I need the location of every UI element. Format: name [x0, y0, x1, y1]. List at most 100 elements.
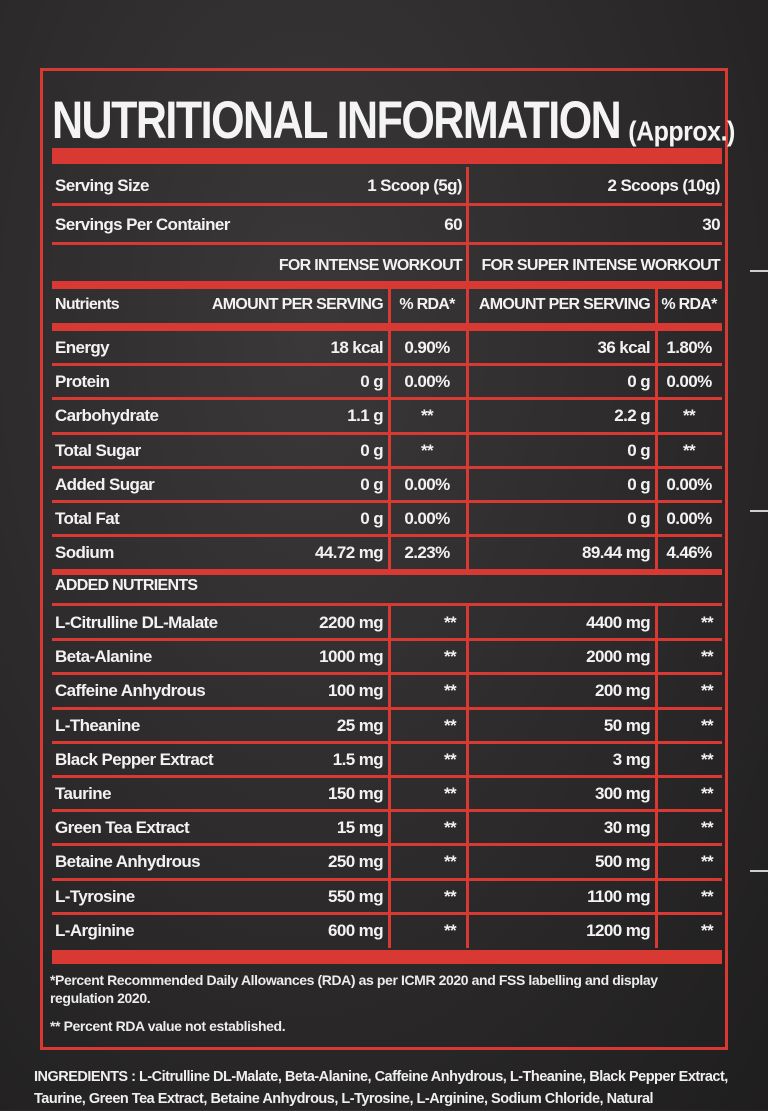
column-separator: [655, 289, 658, 325]
column-separator: [466, 606, 469, 948]
row-divider: [52, 203, 722, 206]
nutrient-amount-2: 0 g: [627, 509, 650, 528]
column-separator: [655, 331, 658, 571]
added-nutrient-rda-1: **: [443, 784, 457, 803]
added-nutrient-rda-2: **: [700, 784, 714, 803]
added-nutrient-amount-2: 500 mg: [595, 852, 651, 871]
column-separator: [466, 331, 469, 571]
column-separator: [466, 289, 469, 325]
column-header-rda-1: % RDA*: [399, 296, 455, 313]
column-separator: [388, 331, 391, 571]
added-nutrient-amount-1: 15 mg: [336, 818, 384, 837]
serving-size-col1: 1 Scoop (5g): [367, 176, 462, 195]
added-nutrient-name: Beta-Alanine: [55, 647, 152, 666]
row-divider: [52, 809, 722, 812]
added-nutrient-amount-1: 25 mg: [336, 716, 384, 735]
nutrient-rda-2: **: [682, 441, 696, 460]
row-divider: [52, 534, 722, 537]
ingredients-text-block: INGREDIENTS : L-Citrulline DL-Malate, Be…: [34, 1066, 734, 1111]
added-nutrient-amount-1: 100 mg: [328, 681, 384, 700]
row-divider: [52, 432, 722, 435]
nutrient-name: Energy: [55, 338, 110, 357]
added-nutrient-rda-1: **: [443, 750, 457, 769]
edge-mark: [750, 510, 768, 512]
nutrient-amount-2: 0 g: [627, 372, 650, 391]
header-thick-bar: [52, 281, 722, 289]
added-nutrient-amount-1: 1.5 mg: [332, 750, 384, 769]
row-divider: [52, 672, 722, 675]
servings-per-container-label: Servings Per Container: [55, 215, 230, 234]
nutrient-rda-2: 0.00%: [666, 372, 712, 391]
nutrient-rda-1: **: [420, 406, 434, 425]
added-nutrient-amount-1: 1000 mg: [319, 647, 383, 666]
added-nutrient-amount-1: 2200 mg: [319, 613, 383, 632]
row-divider: [52, 707, 722, 710]
nutrient-amount-2: 2.2 g: [614, 406, 650, 425]
column-separator: [466, 205, 469, 243]
added-nutrient-amount-2: 1200 mg: [586, 921, 650, 940]
added-nutrient-rda-1: **: [443, 921, 457, 940]
servings-per-container-col1: 60: [444, 215, 462, 234]
nutrient-amount-1: 0 g: [360, 509, 383, 528]
added-nutrient-rda-1: **: [443, 818, 457, 837]
row-divider: [52, 603, 722, 606]
column-header-rda-2: % RDA*: [661, 296, 717, 313]
nutrient-amount-1: 44.72 mg: [315, 543, 384, 562]
footnote-not-established: ** Percent RDA value not established.: [50, 1018, 286, 1034]
ingredients-label: INGREDIENTS :: [34, 1069, 136, 1085]
added-nutrient-rda-2: **: [700, 681, 714, 700]
added-nutrient-rda-2: **: [700, 647, 714, 666]
nutrient-name: Total Sugar: [55, 441, 141, 460]
added-nutrient-amount-1: 250 mg: [328, 852, 384, 871]
edge-mark: [750, 270, 768, 272]
nutrient-amount-1: 0 g: [360, 441, 383, 460]
row-divider: [52, 500, 722, 503]
nutrients-header-bar: [52, 323, 722, 331]
added-nutrient-amount-2: 50 mg: [603, 716, 651, 735]
added-nutrient-amount-1: 150 mg: [328, 784, 384, 803]
serving-size-label: Serving Size: [55, 176, 150, 195]
added-nutrient-name: L-Theanine: [55, 716, 140, 735]
row-divider: [52, 638, 722, 641]
row-divider: [52, 775, 722, 778]
added-nutrient-rda-2: **: [700, 716, 714, 735]
added-nutrient-name: Betaine Anhydrous: [55, 852, 201, 871]
footnote-rda: *Percent Recommended Daily Allowances (R…: [50, 972, 658, 1006]
title-underline-bar: [52, 148, 722, 164]
added-nutrient-amount-2: 30 mg: [603, 818, 651, 837]
added-nutrient-name: L-Tyrosine: [55, 887, 135, 906]
column-header-amount-1: AMOUNT PER SERVING: [211, 296, 384, 313]
workout-header-intense: FOR INTENSE WORKOUT: [278, 257, 463, 274]
nutrient-amount-2: 0 g: [627, 441, 650, 460]
row-divider: [52, 397, 722, 400]
added-nutrients-heading: ADDED NUTRIENTS: [55, 577, 198, 594]
added-nutrient-rda-1: **: [443, 716, 457, 735]
nutrient-amount-1: 1.1 g: [347, 406, 383, 425]
nutrient-rda-2: 0.00%: [666, 475, 712, 494]
nutrient-amount-1: 0 g: [360, 372, 383, 391]
added-nutrient-amount-2: 1100 mg: [587, 887, 651, 906]
added-nutrient-name: Caffeine Anhydrous: [55, 681, 206, 700]
nutrient-rda-1: **: [420, 441, 434, 460]
added-nutrient-rda-1: **: [443, 852, 457, 871]
nutrient-amount-2: 0 g: [627, 475, 650, 494]
nutrient-rda-1: 0.00%: [404, 475, 450, 494]
column-separator: [466, 167, 469, 205]
nutrient-name: Protein: [55, 372, 110, 391]
nutrient-name: Carbohydrate: [55, 406, 159, 425]
added-nutrient-amount-2: 2000 mg: [586, 647, 650, 666]
nutrient-rda-2: 1.80%: [666, 338, 712, 357]
nutrient-rda-2: 0.00%: [666, 509, 712, 528]
nutrient-rda-1: 0.00%: [404, 509, 450, 528]
added-nutrient-amount-2: 4400 mg: [586, 613, 650, 632]
added-nutrient-amount-1: 600 mg: [328, 921, 384, 940]
added-nutrient-rda-2: **: [700, 887, 714, 906]
added-nutrient-rda-2: **: [700, 818, 714, 837]
added-nutrient-name: Taurine: [55, 784, 112, 803]
table-bottom-bar: [52, 950, 722, 964]
column-separator: [655, 606, 658, 948]
nutrition-panel-border: [40, 68, 728, 1050]
row-divider: [52, 242, 722, 245]
added-nutrient-rda-1: **: [443, 681, 457, 700]
added-nutrient-name: Green Tea Extract: [55, 818, 190, 837]
